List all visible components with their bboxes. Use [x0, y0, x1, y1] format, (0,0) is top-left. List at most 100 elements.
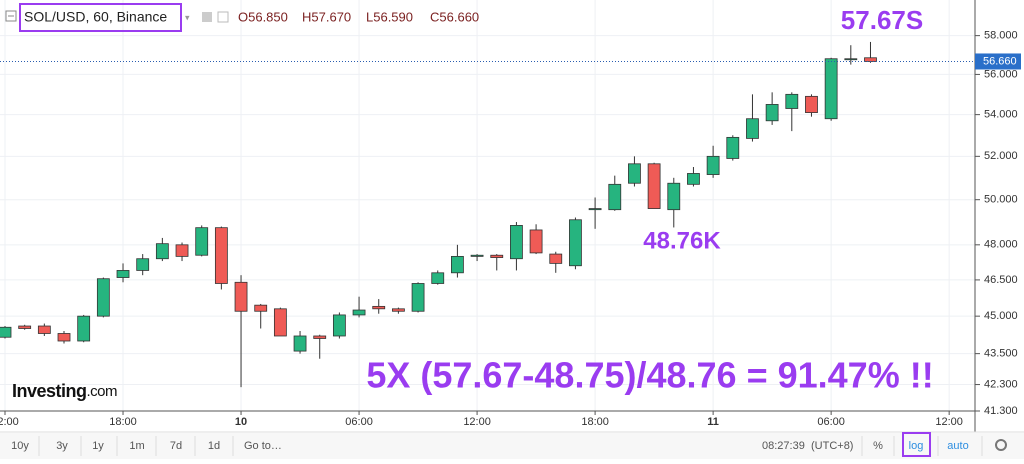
x-tick-label: 06:00: [345, 416, 373, 428]
candle-body: [431, 272, 445, 284]
y-tick-label: 56.000: [984, 68, 1018, 80]
candle-body: [726, 136, 740, 159]
highlight-box: [902, 432, 931, 457]
range-button[interactable]: 1m: [129, 440, 144, 452]
collapse-icon[interactable]: [5, 10, 17, 22]
icon[interactable]: [217, 11, 229, 23]
candle-body: [214, 227, 228, 284]
percent-button[interactable]: %: [873, 440, 883, 452]
candle-body: [608, 183, 622, 211]
highlight-box: [19, 3, 182, 32]
annotation: 5X (57.67-48.75)/48.76 = 91.47% !!: [366, 355, 933, 396]
candle-body: [273, 308, 287, 337]
candle-body: [234, 281, 248, 312]
candle-body: [549, 253, 563, 264]
y-tick-label: 45.000: [984, 310, 1018, 322]
candle-body: [765, 104, 779, 122]
candle-body: [864, 57, 877, 62]
candle-body: [569, 219, 582, 267]
y-tick-label: 41.300: [984, 405, 1018, 417]
x-tick-label: 12:00: [463, 416, 491, 428]
candle-body: [490, 254, 504, 258]
y-tick-label: 58.000: [984, 30, 1018, 42]
range-button[interactable]: 3y: [56, 440, 68, 452]
candle-body: [746, 118, 759, 139]
y-tick-label: 52.000: [984, 150, 1018, 162]
candle-body: [805, 95, 818, 113]
x-tick-label: 12:00: [935, 416, 963, 428]
chart-title: SOL/USD, 60, Binance: [24, 9, 167, 25]
y-tick-label: 48.000: [984, 239, 1018, 251]
y-tick-label: 42.300: [984, 378, 1018, 390]
y-tick-label: 43.500: [984, 348, 1018, 360]
y-tick-label: 50.000: [984, 194, 1018, 206]
candle-body: [136, 258, 150, 271]
candle-body: [411, 283, 425, 312]
settings-icon[interactable]: [995, 439, 1007, 451]
last-price-box: [975, 53, 1021, 70]
candle-body: [824, 58, 838, 120]
annotation: 57.67S: [841, 5, 923, 35]
icon[interactable]: [202, 12, 212, 22]
candle-body: [37, 325, 51, 334]
annotation: 48.76K: [643, 227, 721, 254]
candle-body: [785, 93, 799, 109]
candle-body: [175, 244, 189, 257]
log-button[interactable]: log: [909, 440, 924, 452]
x-tick-label: 18:00: [581, 416, 609, 428]
candle-body: [195, 227, 209, 256]
candle-body: [18, 325, 32, 329]
brand: Investing.com: [12, 381, 117, 401]
last-price-label: 56.660: [983, 55, 1017, 67]
range-button[interactable]: 1d: [208, 440, 220, 452]
candle-body: [0, 326, 12, 338]
x-tick-label: 10: [235, 416, 247, 428]
candle-body: [510, 225, 523, 260]
x-tick-label: 11: [707, 416, 719, 428]
timezone[interactable]: (UTC+8): [811, 440, 853, 452]
ohlc-value: C56.660: [430, 9, 479, 24]
clock: 08:27:39: [762, 440, 805, 452]
candle-body: [588, 208, 602, 211]
candle-body: [254, 304, 268, 312]
brand-suffix: .com: [87, 383, 118, 400]
candle-body: [667, 182, 681, 211]
candle-body: [647, 163, 661, 209]
ohlc-value: L56.590: [366, 9, 413, 24]
candle-body: [293, 335, 307, 352]
range-button[interactable]: 7d: [170, 440, 182, 452]
candle-body: [687, 173, 700, 185]
ohlc-value: H57.670: [302, 9, 351, 24]
x-tick-label: 18:00: [109, 416, 137, 428]
goto-button[interactable]: Go to…: [244, 440, 282, 452]
x-tick-label: 06:00: [817, 416, 845, 428]
candle-body: [529, 229, 543, 254]
candle-body: [77, 315, 91, 342]
toolbar: [0, 433, 1024, 459]
ohlc-value: O56.850: [238, 9, 288, 24]
candle-body: [96, 278, 110, 317]
candle-body: [116, 270, 130, 278]
candle-body: [372, 305, 386, 310]
candle-body: [57, 333, 71, 342]
dropdown-icon[interactable]: ▾: [185, 12, 190, 22]
candle-body: [470, 254, 484, 257]
range-button[interactable]: 1y: [92, 440, 104, 452]
auto-button[interactable]: auto: [947, 440, 968, 452]
candle-body: [628, 163, 641, 184]
candle-body: [451, 255, 464, 274]
brand-name: Investing: [12, 381, 87, 401]
x-tick-label: 12:00: [0, 416, 19, 428]
range-button[interactable]: 10y: [11, 440, 29, 452]
candle-body: [844, 58, 858, 61]
candle-body: [352, 309, 366, 316]
candle-body: [155, 243, 169, 260]
candle-body: [706, 155, 720, 175]
candle-body: [313, 335, 327, 339]
y-tick-label: 54.000: [984, 109, 1018, 121]
candle-body: [391, 308, 405, 312]
y-tick-label: 46.500: [984, 274, 1018, 286]
candle-body: [332, 314, 346, 337]
